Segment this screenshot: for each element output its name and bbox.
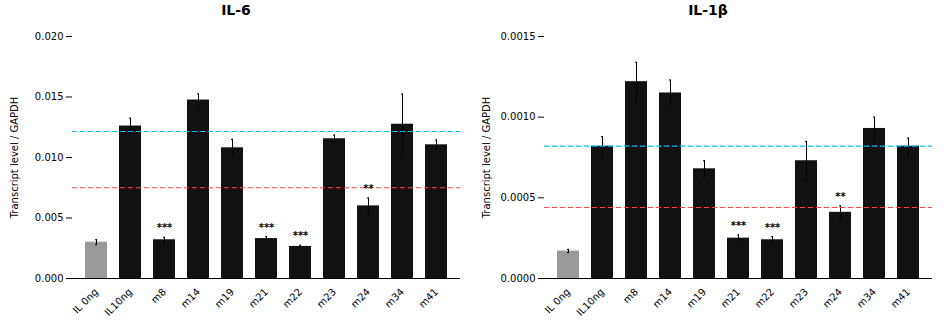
svg-text:0.0015: 0.0015 [501,31,536,42]
svg-text:m34: m34 [383,286,407,310]
svg-text:**: ** [835,191,846,202]
svg-text:m24: m24 [821,286,845,310]
svg-text:0.015: 0.015 [35,91,64,102]
svg-text:m41: m41 [417,286,441,310]
svg-text:***: *** [259,222,275,233]
html-text:IL-1β: IL-1β [688,2,728,18]
svg-text:m24: m24 [349,286,373,310]
svg-text:m34: m34 [855,286,879,310]
svg-text:m8: m8 [621,286,640,305]
svg-text:IL10ng: IL10ng [574,286,606,318]
html-text:IL-6: IL-6 [221,2,251,18]
svg-text:IL 0ng: IL 0ng [71,286,101,316]
svg-text:0.0010: 0.0010 [501,111,536,122]
svg-text:**: ** [363,183,374,194]
svg-text:0.0005: 0.0005 [501,192,536,203]
svg-text:m14: m14 [651,286,675,310]
svg-text:m19: m19 [213,286,237,310]
svg-text:0.010: 0.010 [35,152,64,163]
svg-text:***: *** [765,222,781,233]
svg-text:Transcript level / GAPDH: Transcript level / GAPDH [9,97,20,220]
svg-text:m23: m23 [315,286,339,310]
svg-text:m22: m22 [753,286,777,310]
svg-text:0.0000: 0.0000 [501,273,536,284]
svg-text:***: *** [157,222,173,233]
svg-text:m14: m14 [179,286,203,310]
svg-text:m21: m21 [247,286,271,310]
svg-text:IL10ng: IL10ng [102,286,134,318]
svg-text:m21: m21 [719,286,743,310]
svg-text:0.000: 0.000 [35,273,64,284]
svg-text:m41: m41 [889,286,913,310]
svg-text:m8: m8 [149,286,168,305]
svg-text:***: *** [731,220,747,231]
svg-text:Transcript level / GAPDH: Transcript level / GAPDH [481,97,492,220]
svg-text:m19: m19 [685,286,709,310]
svg-text:0.020: 0.020 [35,31,64,42]
svg-text:m23: m23 [787,286,811,310]
svg-text:IL 0ng: IL 0ng [543,286,573,316]
svg-text:0.005: 0.005 [35,212,64,223]
svg-text:m22: m22 [281,286,305,310]
svg-text:***: *** [293,230,309,241]
